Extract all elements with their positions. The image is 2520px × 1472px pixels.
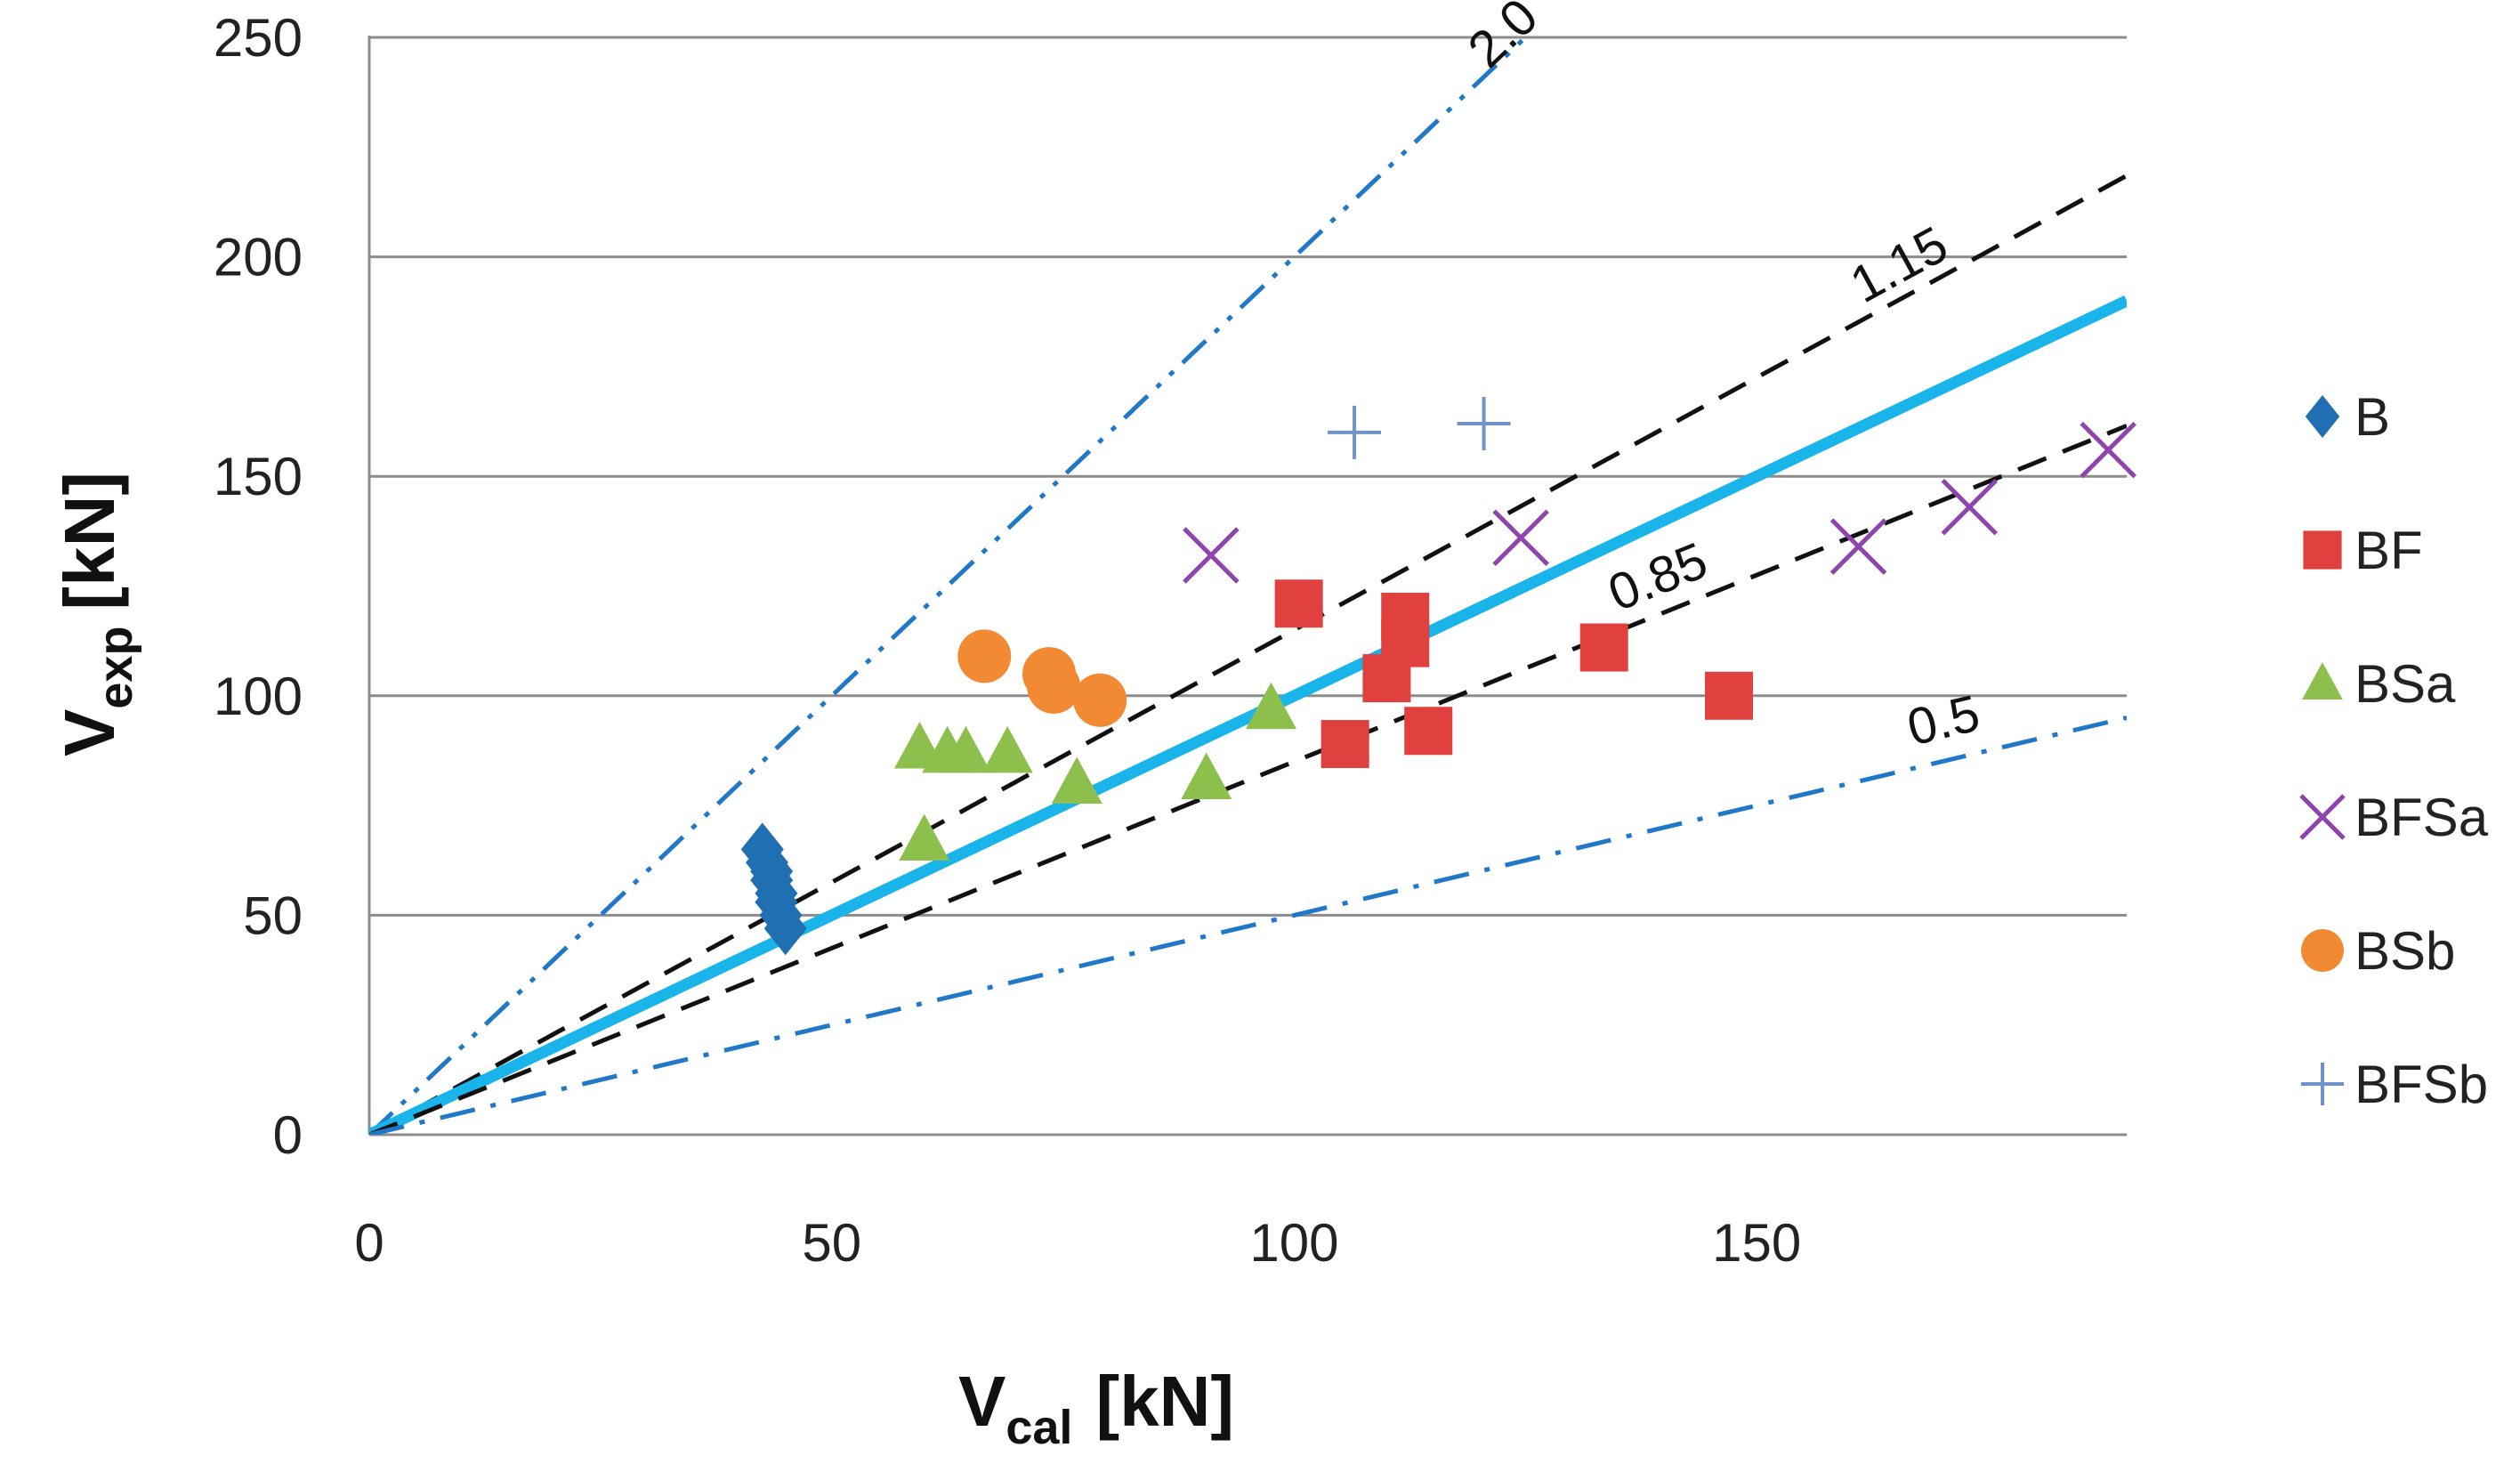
series-BSb [957, 629, 1127, 727]
data-point-BFSa [1183, 527, 1240, 584]
data-point-BF [1404, 707, 1453, 756]
data-point-BFSa [2080, 421, 2136, 479]
data-point-BSa [940, 725, 991, 773]
series-BF [1274, 579, 1754, 769]
legend-marker-BFSb [2301, 1063, 2344, 1105]
reference-line-2.0 [369, 37, 1528, 1135]
x-tick-label: 100 [1249, 1213, 1338, 1273]
reference-line-0.5 [369, 716, 2127, 1135]
data-point-BSa [899, 813, 950, 861]
reference-lines [369, 37, 2127, 1135]
legend-item-B: B [2305, 387, 2390, 447]
series-B [740, 822, 807, 956]
data-point-BF [1274, 579, 1323, 628]
data-point-BSa [1245, 682, 1296, 730]
series-BSa [893, 682, 1296, 861]
data-point-BF [1705, 671, 1754, 720]
legend-item-BFSa: BFSa [2299, 788, 2489, 847]
legend-marker-BSa [2302, 662, 2343, 700]
x-tick-label: 150 [1712, 1213, 1801, 1273]
legend-label-BSb: BSb [2354, 921, 2455, 981]
legend-label-BFSb: BFSb [2354, 1055, 2488, 1114]
x-axis-title: Vcal [kN] [958, 1362, 1234, 1454]
y-tick-label: 250 [214, 8, 303, 68]
x-tick-label: 0 [354, 1213, 384, 1273]
data-point-BSb [1027, 659, 1081, 714]
y-axis-title: Vexp[kN] [50, 472, 142, 756]
data-point-BF [1381, 619, 1430, 667]
legend-item-BSa: BSa [2302, 654, 2456, 714]
data-point-BSa [981, 725, 1033, 773]
data-point-BSb [1073, 673, 1127, 727]
data-point-BF [1321, 720, 1369, 769]
tick-labels: 0 50 100 150 200 250 0 50 100 150 [214, 8, 1801, 1273]
x-tick-label: 50 [802, 1213, 861, 1273]
plot-frame [368, 36, 2127, 1136]
legend-item-BF: BF [2303, 521, 2423, 580]
reference-line-0.85 [369, 424, 2127, 1135]
series-BFSb [1328, 397, 1511, 459]
data-point-BSb [957, 629, 1012, 683]
data-point-BSa [1181, 752, 1232, 800]
data-point-BFSa [1941, 478, 1999, 536]
y-tick-label: 200 [214, 228, 303, 287]
reference-line-1.15 [369, 174, 2127, 1135]
reference-line-label-2.0: 2.0 [1457, 0, 1548, 78]
data-point-BSa [1051, 756, 1102, 804]
y-tick-label: 0 [273, 1105, 303, 1165]
legend-label-BFSa: BFSa [2354, 788, 2489, 847]
legend-label-BF: BF [2354, 521, 2423, 580]
legend-marker-BF [2303, 530, 2342, 570]
data-point-BFSa [1829, 518, 1887, 575]
data-point-BFSb [1457, 397, 1511, 451]
y-tick-label: 150 [214, 447, 303, 506]
legend-item-BFSb: BFSb [2301, 1055, 2488, 1114]
legend-item-BSb: BSb [2301, 921, 2455, 981]
data-point-BFSa [1492, 509, 1549, 567]
data-point-BF [1579, 623, 1628, 672]
reference-line-1.0 [369, 295, 2127, 1135]
y-tick-label: 100 [214, 667, 303, 726]
y-tick-label: 50 [243, 886, 303, 945]
data-point-BFSb [1328, 405, 1382, 459]
series-BFSa [1183, 421, 2136, 584]
data-point-B [763, 902, 807, 956]
legend-marker-BSb [2301, 929, 2344, 972]
data-points [740, 397, 2136, 956]
legend-label-B: B [2354, 387, 2390, 447]
legend-marker-BFSa [2299, 794, 2346, 840]
legend-marker-B [2305, 395, 2340, 438]
legend-label-BSa: BSa [2354, 654, 2456, 714]
grid [369, 36, 2127, 917]
legend: B BF BSa BFSa BSb BFSb [2299, 387, 2489, 1114]
